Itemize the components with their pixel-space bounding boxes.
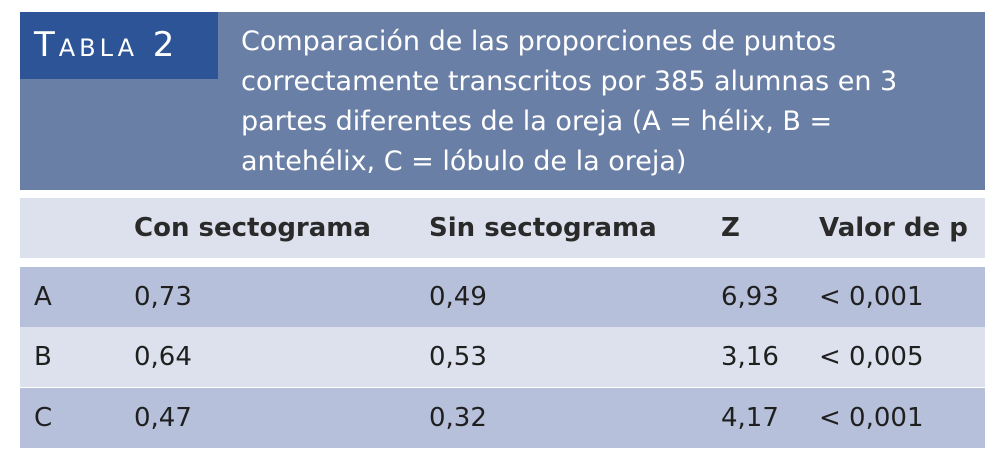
column-header-sin-sectograma: Sin sectograma [429,213,657,243]
cell-con-sectograma: 0,64 [134,342,192,372]
cell-p-value: < 0,001 [819,403,924,433]
cell-con-sectograma: 0,47 [134,403,192,433]
column-header-p-value: Valor de p [819,213,968,243]
cell-z: 6,93 [721,282,779,312]
table-caption: Comparación de las proporciones de punto… [241,26,898,177]
row-label: A [34,282,52,312]
table-figure: Tabla 2 Comparación de las proporciones … [20,12,985,448]
cell-sin-sectograma: 0,53 [429,342,487,372]
table-label: Tabla 2 [34,25,179,65]
table-label-box: Tabla 2 [20,12,218,79]
cell-p-value: < 0,005 [819,342,924,372]
cell-z: 3,16 [721,342,779,372]
row-label: B [34,342,52,372]
row-label: C [34,403,53,433]
cell-z: 4,17 [721,403,779,433]
column-header-row: Con sectograma Sin sectograma Z Valor de… [20,198,985,258]
column-header-z: Z [721,213,740,243]
table-row: C 0,47 0,32 4,17 < 0,001 [20,388,985,448]
cell-sin-sectograma: 0,49 [429,282,487,312]
cell-p-value: < 0,001 [819,282,924,312]
table-row: B 0,64 0,53 3,16 < 0,005 [20,327,985,387]
table-header: Tabla 2 Comparación de las proporciones … [20,12,985,190]
cell-sin-sectograma: 0,32 [429,403,487,433]
cell-con-sectograma: 0,73 [134,282,192,312]
table-row: A 0,73 0,49 6,93 < 0,001 [20,267,985,327]
column-header-con-sectograma: Con sectograma [134,213,371,243]
